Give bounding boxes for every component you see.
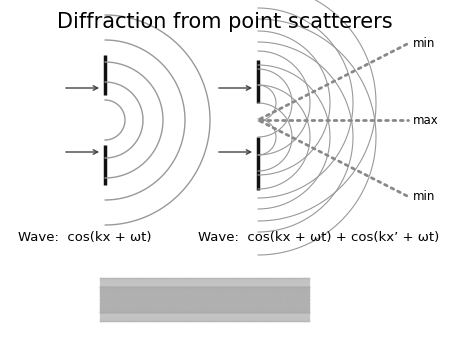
Text: max: max — [413, 114, 439, 126]
Text: min: min — [413, 190, 436, 203]
Text: Diffraction from point scatterers: Diffraction from point scatterers — [57, 12, 393, 32]
Text: min: min — [413, 37, 436, 50]
Text: Wave:  cos(kx + ωt) + cos(kx’ + ωt): Wave: cos(kx + ωt) + cos(kx’ + ωt) — [198, 232, 439, 244]
Text: Wave:  cos(kx + ωt): Wave: cos(kx + ωt) — [18, 232, 152, 244]
